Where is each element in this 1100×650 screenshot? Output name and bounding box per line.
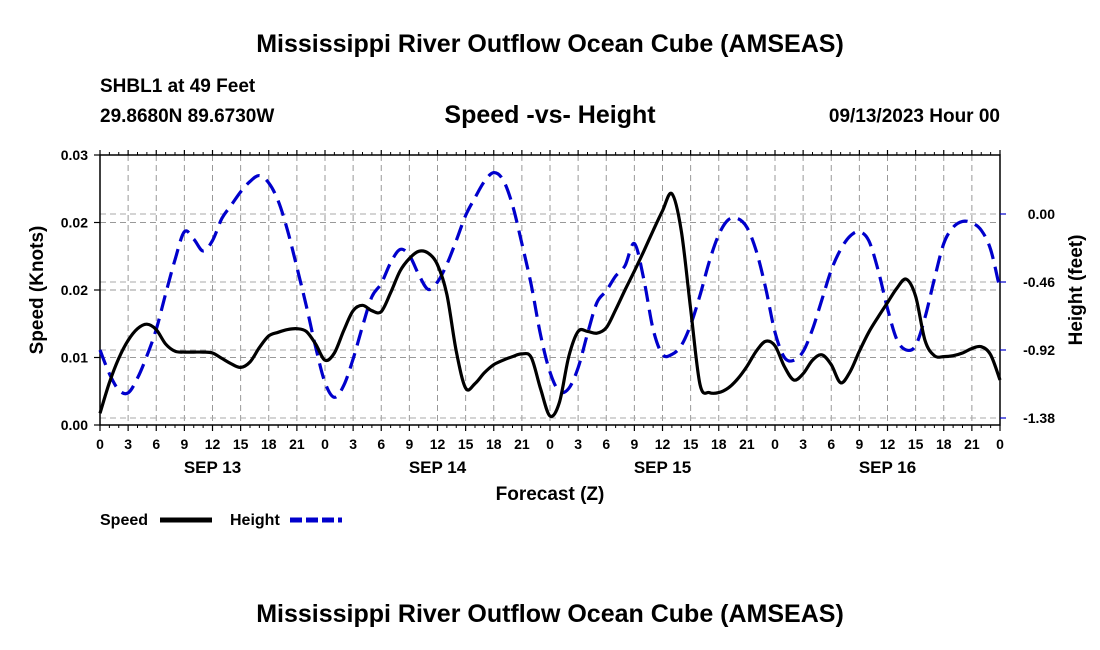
x-tick-label: 3 <box>799 436 807 452</box>
x-tick-label: 3 <box>349 436 357 452</box>
day-label: SEP 15 <box>634 458 691 477</box>
x-tick-label: 21 <box>514 436 530 452</box>
y-axis-right-label: Height (feet) <box>1066 235 1087 346</box>
y-left-tick-label: 0.03 <box>61 147 88 163</box>
x-tick-label: 6 <box>827 436 835 452</box>
x-tick-label: 12 <box>205 436 221 452</box>
legend-label-speed: Speed <box>100 512 148 529</box>
x-tick-label: 18 <box>936 436 952 452</box>
x-tick-label: 3 <box>124 436 132 452</box>
x-tick-label: 0 <box>546 436 554 452</box>
day-label: SEP 13 <box>184 458 241 477</box>
run-date-label: 09/13/2023 Hour 00 <box>828 106 1000 127</box>
y-left-tick-label: 0.00 <box>61 417 88 433</box>
station-label: SHBL1 at 49 Feet <box>100 76 256 97</box>
series-height-line <box>98 171 1002 399</box>
chart-title: Mississippi River Outflow Ocean Cube (AM… <box>256 30 844 58</box>
grid-lines <box>100 155 1000 425</box>
x-tick-label: 15 <box>683 436 699 452</box>
x-tick-label: 15 <box>458 436 474 452</box>
footer-title: Mississippi River Outflow Ocean Cube (AM… <box>256 600 844 628</box>
x-tick-label: 18 <box>261 436 277 452</box>
day-label: SEP 16 <box>859 458 916 477</box>
x-tick-label: 6 <box>152 436 160 452</box>
x-tick-label: 15 <box>233 436 249 452</box>
x-tick-label: 0 <box>321 436 329 452</box>
x-axis-label: Forecast (Z) <box>496 484 605 505</box>
series-speed-line <box>98 191 1002 419</box>
x-tick-label: 21 <box>739 436 755 452</box>
x-tick-label: 6 <box>377 436 385 452</box>
location-label: 29.8680N 89.6730W <box>100 106 275 127</box>
x-tick-label: 0 <box>96 436 104 452</box>
y-right-tick-label: -1.38 <box>1023 410 1055 426</box>
y-right-tick-label: 0.00 <box>1028 206 1055 222</box>
axes: 0 3 6 9 12 15 18 21 0 3 6 9 12 15 18 21 0 3 6 9 12 15 18 21 0 3 6 9… <box>61 147 1055 477</box>
x-tick-label: 0 <box>771 436 779 452</box>
x-tick-label: 21 <box>964 436 980 452</box>
x-tick-label: 9 <box>855 436 863 452</box>
data-series <box>98 171 1002 419</box>
y-right-tick-label: -0.46 <box>1023 274 1055 290</box>
legend-label-height: Height <box>230 512 280 529</box>
x-tick-label: 12 <box>880 436 896 452</box>
x-tick-label: 9 <box>180 436 188 452</box>
day-label: SEP 14 <box>409 458 467 477</box>
chart-subtitle: Speed -vs- Height <box>444 101 656 129</box>
x-tick-label: 12 <box>430 436 446 452</box>
x-tick-label: 9 <box>405 436 413 452</box>
x-tick-label: 3 <box>574 436 582 452</box>
y-left-tick-label: 0.02 <box>61 282 88 298</box>
x-tick-label: 0 <box>996 436 1004 452</box>
x-tick-label: 15 <box>908 436 924 452</box>
x-tick-label: 9 <box>630 436 638 452</box>
x-tick-label: 21 <box>289 436 305 452</box>
legend: Speed Height <box>100 512 342 529</box>
x-tick-label: 6 <box>602 436 610 452</box>
x-tick-label: 18 <box>711 436 727 452</box>
x-tick-label: 12 <box>655 436 671 452</box>
y-right-tick-label: -0.92 <box>1023 342 1055 358</box>
x-tick-label: 18 <box>486 436 502 452</box>
y-left-tick-label: 0.01 <box>61 350 88 366</box>
y-axis-left-label: Speed (Knots) <box>27 226 48 355</box>
y-left-tick-label: 0.02 <box>61 215 88 231</box>
